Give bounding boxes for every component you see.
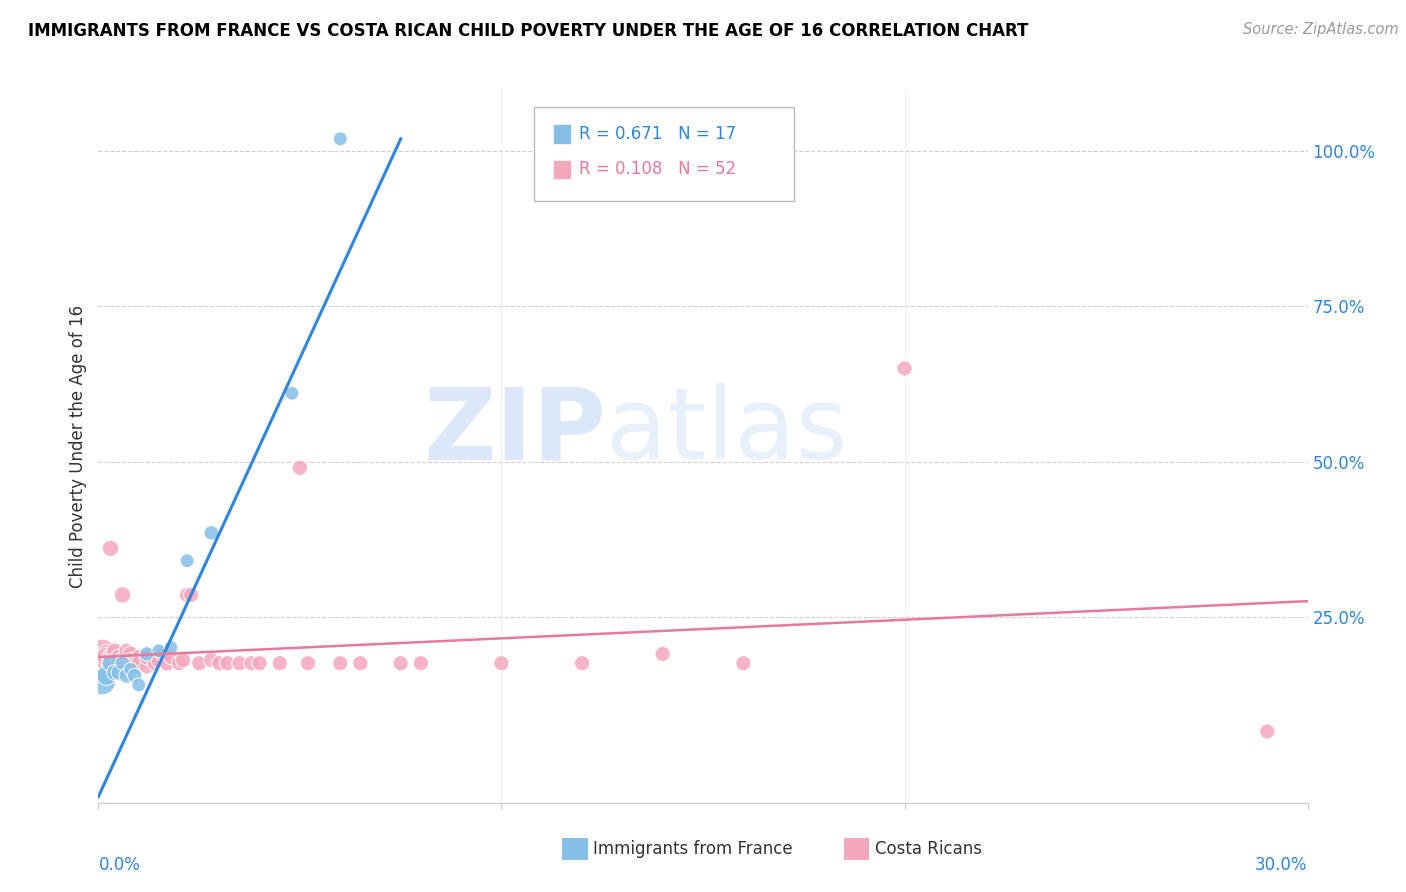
Point	[893, 361, 915, 376]
Point	[176, 588, 198, 602]
Point	[100, 656, 122, 670]
Point	[100, 541, 122, 556]
Point	[111, 656, 134, 670]
Point	[143, 656, 166, 670]
Point	[651, 647, 673, 661]
Point	[103, 647, 125, 661]
Point	[172, 653, 194, 667]
Text: R = 0.671   N = 17: R = 0.671 N = 17	[579, 125, 737, 143]
Point	[111, 588, 134, 602]
Point	[115, 644, 138, 658]
Text: atlas: atlas	[606, 384, 848, 480]
Point	[1256, 724, 1278, 739]
Point	[148, 644, 170, 658]
Point	[200, 653, 222, 667]
Text: Costa Ricans: Costa Ricans	[875, 840, 981, 858]
Point	[103, 644, 125, 658]
Point	[200, 525, 222, 540]
Point	[180, 588, 202, 602]
Text: IMMIGRANTS FROM FRANCE VS COSTA RICAN CHILD POVERTY UNDER THE AGE OF 16 CORRELAT: IMMIGRANTS FROM FRANCE VS COSTA RICAN CH…	[28, 22, 1029, 40]
Point	[115, 650, 138, 665]
Point	[249, 656, 271, 670]
Point	[128, 656, 150, 670]
Point	[135, 650, 157, 665]
Text: R = 0.108   N = 52: R = 0.108 N = 52	[579, 161, 737, 178]
Text: 0.0%: 0.0%	[98, 855, 141, 873]
Text: Immigrants from France: Immigrants from France	[593, 840, 793, 858]
Point	[100, 653, 122, 667]
Point	[124, 668, 146, 682]
Point	[91, 653, 114, 667]
Point	[281, 386, 304, 401]
Y-axis label: Child Poverty Under the Age of 16: Child Poverty Under the Age of 16	[69, 304, 87, 588]
Point	[107, 665, 129, 680]
Point	[349, 656, 371, 670]
Point	[103, 665, 125, 680]
Point	[91, 674, 114, 689]
Point	[571, 656, 593, 670]
Point	[152, 647, 174, 661]
Point	[217, 656, 239, 670]
Point	[148, 653, 170, 667]
Point	[208, 656, 231, 670]
Point	[288, 460, 311, 475]
Point	[269, 656, 291, 670]
Point	[491, 656, 513, 670]
Point	[160, 640, 183, 655]
Point	[188, 656, 211, 670]
Point	[240, 656, 263, 670]
Point	[135, 647, 157, 661]
Point	[128, 650, 150, 665]
Point	[107, 656, 129, 670]
Point	[96, 656, 118, 670]
Point	[96, 650, 118, 665]
Point	[329, 656, 352, 670]
Point	[156, 656, 179, 670]
Point	[135, 659, 157, 673]
Point	[100, 650, 122, 665]
Point	[329, 132, 352, 146]
Text: Source: ZipAtlas.com: Source: ZipAtlas.com	[1243, 22, 1399, 37]
Point	[107, 650, 129, 665]
Text: ZIP: ZIP	[423, 384, 606, 480]
Point	[115, 668, 138, 682]
Point	[733, 656, 755, 670]
Point	[409, 656, 432, 670]
Point	[91, 644, 114, 658]
Point	[167, 656, 190, 670]
Point	[389, 656, 412, 670]
Point	[128, 678, 150, 692]
Point	[228, 656, 250, 670]
Point	[111, 653, 134, 667]
Point	[96, 668, 118, 682]
Point	[176, 554, 198, 568]
Text: 30.0%: 30.0%	[1256, 855, 1308, 873]
Point	[124, 656, 146, 670]
Point	[120, 662, 142, 676]
Point	[120, 653, 142, 667]
Point	[160, 650, 183, 665]
Point	[297, 656, 319, 670]
Point	[120, 647, 142, 661]
Point	[96, 647, 118, 661]
